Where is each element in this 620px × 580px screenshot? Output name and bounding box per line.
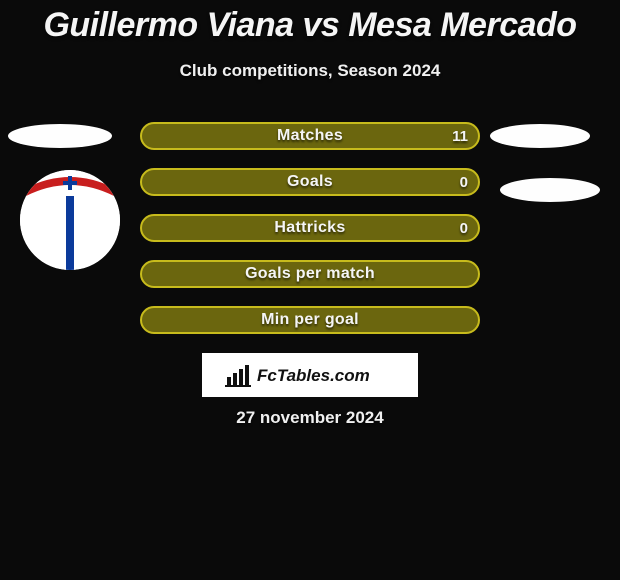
stat-row: Goals 0 [140,168,480,196]
page-subtitle: Club competitions, Season 2024 [0,61,620,81]
stat-label: Matches [277,127,343,145]
stat-row: Hattricks 0 [140,214,480,242]
stat-label: Goals [287,173,333,191]
decorative-ellipse [490,124,590,148]
site-logo-icon: FcTables.com [225,361,395,389]
stat-label: Goals per match [245,265,375,283]
stat-row: Goals per match [140,260,480,288]
stats-panel: Matches 11 Goals 0 Hattricks 0 Goals per match… [140,122,480,352]
stat-label: Min per goal [261,311,359,329]
stat-row: Matches 11 [140,122,480,150]
site-logo-text: FcTables.com [257,366,370,385]
stat-row: Min per goal [140,306,480,334]
snapshot-date: 27 november 2024 [0,408,620,428]
decorative-ellipse [8,124,112,148]
decorative-ellipse [500,178,600,202]
stat-value-right: 11 [452,128,468,145]
stat-value-right: 0 [460,220,468,237]
stat-value-right: 0 [460,174,468,191]
stat-label: Hattricks [274,219,345,237]
page-title: Guillermo Viana vs Mesa Mercado [0,0,620,45]
site-logo-box: FcTables.com [202,353,418,397]
club-crest-left [20,170,120,270]
